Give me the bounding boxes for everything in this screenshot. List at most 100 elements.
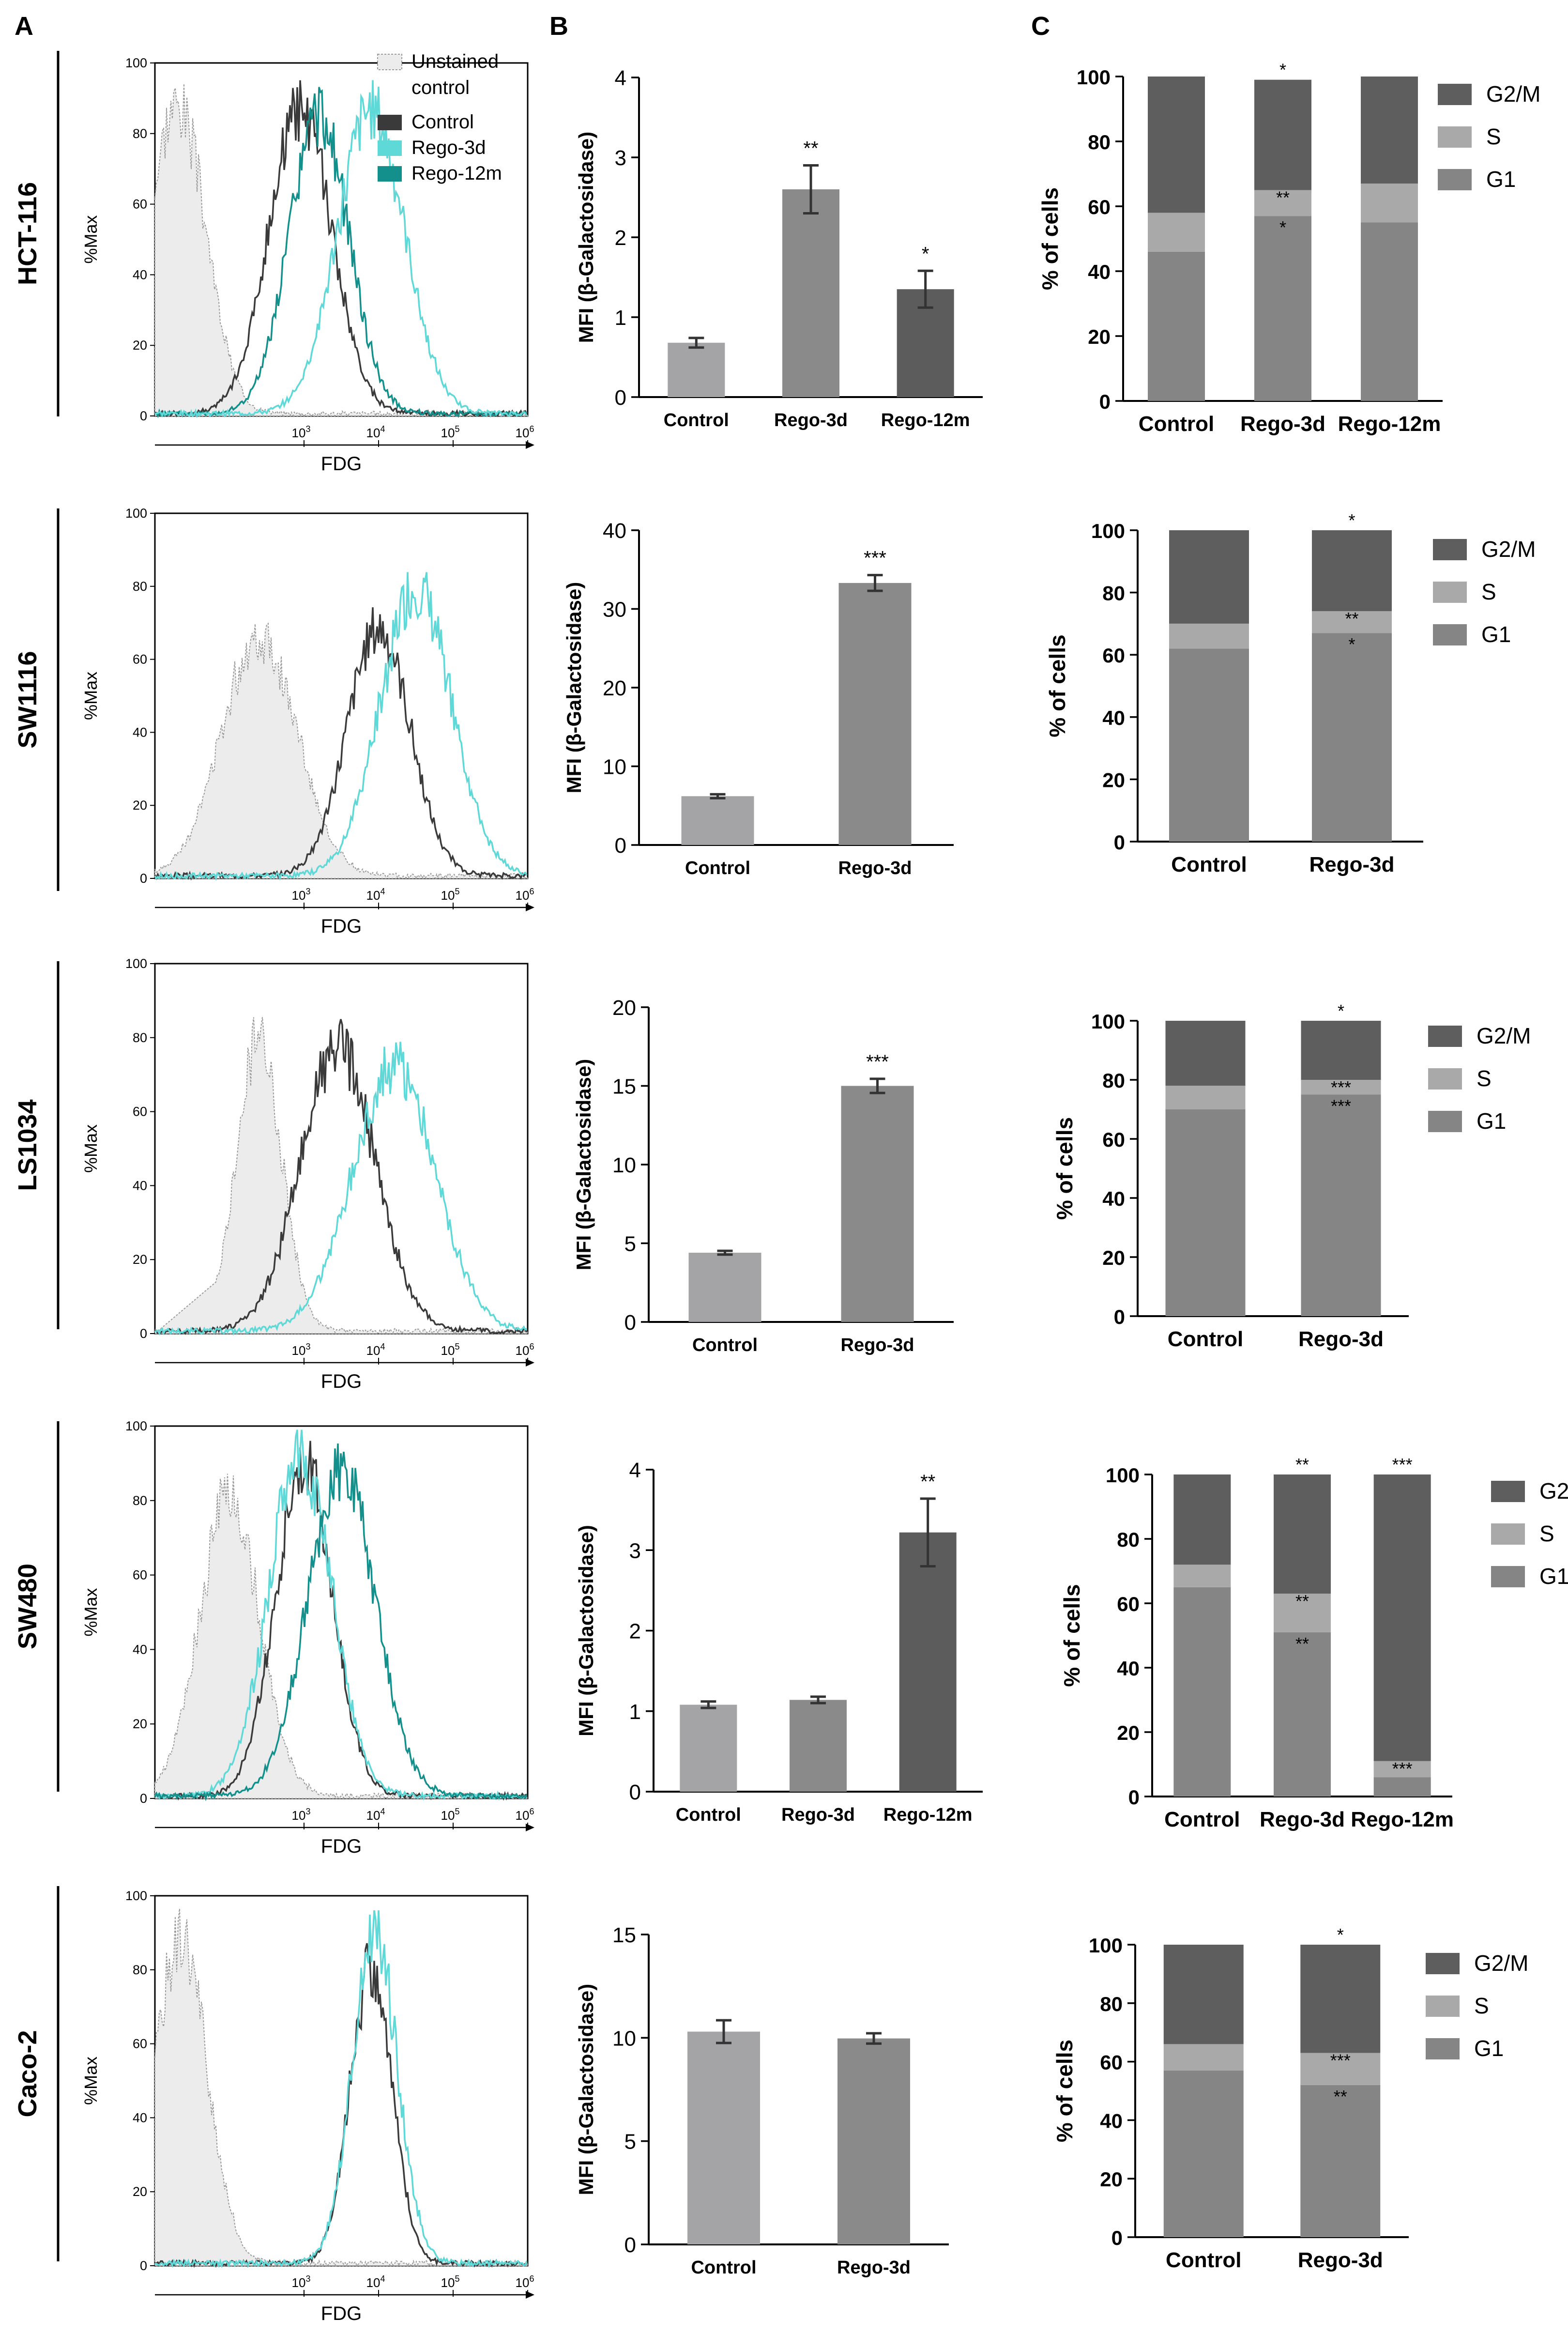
x-tick-exponent: 5 [455, 1807, 459, 1816]
bar-segment-g2m [1373, 1474, 1431, 1761]
bar-segment-g2m [1169, 530, 1249, 624]
x-tick-base: 10 [292, 426, 306, 440]
legend-label-g2m: G2/M [1474, 1950, 1528, 1976]
significance-marker: * [1348, 634, 1355, 654]
x-tick-exponent: 5 [455, 424, 459, 434]
x-tick-base: 10 [366, 1808, 381, 1823]
y-axis-label: MFI (β-Galactosidase) [575, 1525, 597, 1736]
y-tick-label: 100 [1091, 520, 1125, 542]
y-tick-label: 100 [125, 56, 147, 70]
x-tick-label: 106 [516, 887, 534, 903]
y-tick-label: 100 [1089, 1934, 1123, 1957]
y-tick-label: 20 [1100, 2168, 1123, 2191]
y-tick-label: 100 [125, 1419, 147, 1433]
x-tick-label: Rego-3d [1240, 412, 1325, 436]
histogram-rego3d [154, 1429, 527, 1801]
y-tick-label: 20 [133, 798, 147, 813]
x-tick-label: Control [1168, 1327, 1243, 1351]
y-tick-label: 15 [612, 1923, 636, 1947]
legend-label-g1: G1 [1474, 2036, 1504, 2061]
x-tick-base: 10 [292, 1808, 306, 1823]
bar-segment-g2m [1301, 1021, 1381, 1080]
x-tick-label: Rego-3d [841, 1335, 914, 1355]
y-axis-label: % of cells [1045, 634, 1070, 737]
y-tick-label: 100 [1077, 66, 1111, 89]
legend-label-g1: G1 [1539, 1564, 1568, 1589]
legend-swatch-s [1433, 582, 1467, 603]
bar-segment-g2m [1254, 79, 1311, 190]
significance-marker: ** [1276, 188, 1290, 208]
y-tick-label: 20 [1117, 1721, 1140, 1744]
y-tick-label: 5 [624, 2130, 636, 2154]
x-tick-label: Rego-3d [1298, 2248, 1383, 2272]
bar-segment-g2m [1274, 1474, 1331, 1594]
significance-marker: * [1279, 60, 1286, 80]
y-tick-label: 5 [624, 1232, 636, 1256]
significance-marker: *** [864, 548, 886, 569]
significance-marker: ** [803, 138, 818, 159]
x-tick-base: 10 [441, 426, 455, 440]
x-tick-exponent: 4 [380, 1807, 385, 1816]
x-tick-label: 106 [516, 2274, 534, 2290]
y-tick-label: 20 [603, 676, 626, 700]
x-tick-exponent: 6 [529, 424, 534, 434]
x-axis-arrow [526, 441, 534, 449]
x-tick-exponent: 3 [305, 2274, 310, 2284]
bar-segment-g1 [1173, 1587, 1231, 1797]
y-tick-label: 100 [1091, 1010, 1125, 1033]
y-tick-label: 40 [1102, 1187, 1125, 1210]
significance-marker: * [1337, 1925, 1344, 1945]
x-tick-label: Rego-3d [1309, 853, 1395, 876]
bar-segment-s [1300, 2053, 1381, 2085]
mfi-chart-2: 0 5 10 15 20 MFI (β-Galactosidase) Control *** R… [572, 996, 954, 1355]
y-tick-label: 15 [612, 1075, 636, 1099]
y-tick-label: 80 [1117, 1528, 1140, 1551]
x-tick-label: Rego-3d [1260, 1808, 1345, 1831]
x-tick-label: Control [692, 1335, 758, 1355]
x-tick-label: Rego-3d [781, 1805, 855, 1825]
legend-swatch-s [1491, 1523, 1525, 1545]
y-tick-label: 4 [629, 1459, 641, 1482]
row-label: Caco-2 [13, 2030, 42, 2117]
y-tick-label: 40 [133, 725, 147, 739]
y-tick-label: 0 [140, 1791, 147, 1806]
legend-swatch-g2m [1426, 1953, 1460, 1974]
legend-swatch-control [378, 115, 402, 130]
bar-control [668, 342, 725, 397]
panel-label-b: B [549, 12, 568, 41]
bar-rego-12m [899, 1532, 957, 1792]
x-tick-base: 10 [366, 888, 381, 903]
bar-segment-g1 [1169, 648, 1249, 842]
x-tick-exponent: 4 [380, 2274, 385, 2284]
y-tick-label: 10 [612, 2027, 636, 2050]
x-tick-label: Rego-12m [1338, 412, 1441, 436]
legend-label-g2m: G2/M [1486, 81, 1540, 107]
x-tick-base: 10 [441, 1343, 455, 1358]
legend-swatch-g2m [1433, 539, 1467, 560]
histogram-rego12m [154, 1443, 528, 1801]
y-tick-label: 0 [615, 834, 626, 858]
x-axis-label: FDG [321, 1836, 362, 1857]
y-tick-label: 60 [133, 1105, 147, 1119]
x-tick-label: 104 [366, 887, 385, 903]
bar-control [681, 796, 754, 845]
x-tick-label: 105 [441, 424, 460, 440]
y-tick-label: 80 [133, 1493, 147, 1508]
bar-segment-s [1254, 190, 1311, 216]
y-tick-label: 60 [1102, 1128, 1125, 1151]
x-tick-label: Rego-3d [838, 858, 912, 878]
x-axis-arrow [526, 1824, 534, 1831]
y-tick-label: 0 [140, 2258, 147, 2273]
x-tick-exponent: 6 [529, 1807, 534, 1816]
x-tick-exponent: 4 [380, 887, 385, 896]
bar-segment-g1 [1373, 1777, 1431, 1797]
legend-swatch-rego12m [378, 166, 402, 182]
bar-segment-g1 [1301, 1094, 1381, 1316]
histogram-unstained [154, 1908, 529, 2267]
legend-swatch-g2m [1438, 84, 1472, 105]
y-axis-label: % of cells [1037, 187, 1063, 290]
significance-marker: * [1279, 217, 1286, 237]
y-tick-label: 0 [140, 871, 147, 886]
